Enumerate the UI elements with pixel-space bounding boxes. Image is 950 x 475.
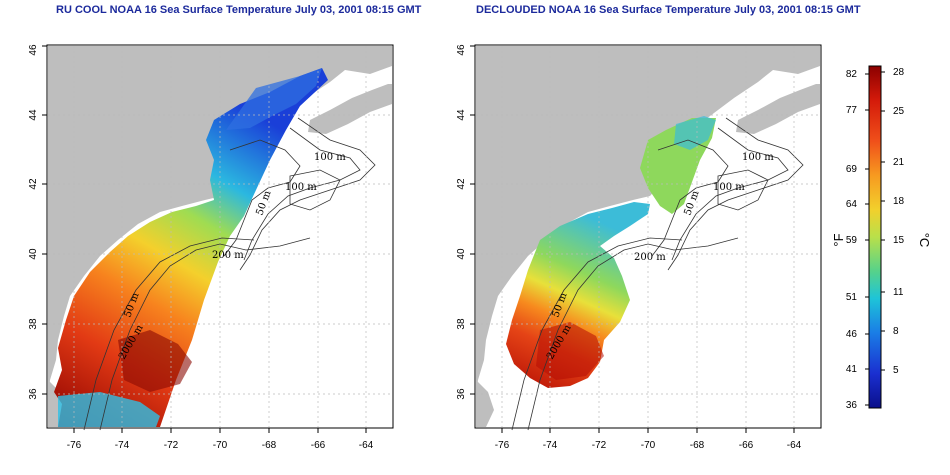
left-y-tick: 46 [28, 44, 39, 56]
colorbar-c-label: 8 [893, 326, 899, 337]
right-map-title: DECLOUDED NOAA 16 Sea Surface Temperatur… [476, 4, 861, 16]
right-map-x-axis: -76 -74 -72 -70 -68 -66 -64 [495, 428, 802, 451]
right-contour-label-4: 200 m [634, 252, 666, 263]
colorbar-gradient [868, 65, 882, 409]
right-x-tick: -66 [739, 440, 754, 451]
right-x-tick: -72 [592, 440, 607, 451]
left-map-sst-field [54, 68, 328, 427]
left-map-sst-south-cool [58, 392, 160, 427]
left-x-tick: -66 [311, 440, 326, 451]
colorbar-f-label: 64 [846, 199, 858, 210]
right-map-nova-scotia [736, 84, 820, 134]
right-map-y-axis: 36 38 40 42 44 46 [456, 44, 475, 400]
left-map-contours [83, 117, 376, 431]
left-x-tick: -70 [213, 440, 228, 451]
right-map-sst-warm-core [536, 322, 604, 380]
colorbar-f-label: 69 [846, 164, 858, 175]
colorbar-f-label: 51 [846, 292, 858, 303]
right-y-tick: 38 [456, 318, 467, 330]
left-map: 100 m 100 m 50 m 200 m 50 m 2000 m -76 -… [28, 44, 394, 451]
colorbar-c-label: 21 [893, 157, 905, 168]
right-y-tick: 46 [456, 44, 467, 56]
colorbar-c-label: 28 [893, 67, 905, 78]
colorbar-c-label: 11 [893, 287, 904, 298]
left-x-tick: -68 [262, 440, 277, 451]
right-map-land [476, 46, 820, 400]
colorbar-f-label: 41 [846, 364, 858, 375]
colorbar-f-label: 36 [846, 400, 858, 411]
right-contour-label-1: 100 m [742, 152, 774, 163]
right-y-tick: 40 [456, 248, 467, 260]
right-map: 100 m 100 m 50 m 200 m 50 m 2000 m -76 -… [456, 44, 822, 451]
left-x-tick: -64 [359, 440, 374, 451]
left-map-nova-scotia [308, 84, 392, 134]
right-y-tick: 44 [456, 109, 467, 121]
left-contour-label-4: 200 m [212, 250, 244, 261]
right-map-coast-lower [476, 380, 494, 427]
right-map-grid [476, 46, 820, 427]
left-map-land [48, 46, 392, 400]
right-x-tick: -64 [787, 440, 802, 451]
colorbar-c-label: 25 [893, 106, 905, 117]
colorbar-f-label: 59 [846, 235, 858, 246]
right-contour-label-2: 100 m [713, 182, 745, 193]
colorbar-f-label: 82 [846, 69, 858, 80]
left-contour-label-1: 100 m [314, 152, 346, 163]
left-map-title: RU COOL NOAA 16 Sea Surface Temperature … [56, 4, 422, 16]
colorbar-c-label: 15 [893, 235, 905, 246]
colorbar-celsius-scale: 28 25 21 18 15 11 8 5 °C [881, 67, 932, 376]
left-y-tick: 36 [28, 388, 39, 400]
left-x-tick: -72 [164, 440, 179, 451]
colorbar-f-label: 77 [846, 105, 858, 116]
left-x-tick: -76 [67, 440, 82, 451]
colorbar-celsius-unit: °C [917, 233, 932, 248]
left-contour-label-2: 100 m [285, 182, 317, 193]
right-x-tick: -70 [641, 440, 656, 451]
colorbar-fahrenheit-unit: °F [831, 233, 846, 246]
left-map-y-axis: 36 38 40 42 44 46 [28, 44, 47, 400]
right-x-tick: -74 [543, 440, 558, 451]
left-map-x-axis: -76 -74 -72 -70 -68 -66 -64 [67, 428, 374, 451]
left-map-sst-cool-band [226, 68, 322, 130]
right-x-tick: -68 [690, 440, 705, 451]
left-y-tick: 44 [28, 109, 39, 121]
colorbar-fahrenheit-scale: 82 77 69 64 59 51 46 41 36 °F [831, 69, 869, 411]
left-map-grid [48, 46, 392, 427]
right-x-tick: -76 [495, 440, 510, 451]
colorbar: 82 77 69 64 59 51 46 41 36 °F 28 25 21 1… [831, 65, 932, 411]
left-x-tick: -74 [115, 440, 130, 451]
colorbar-c-label: 5 [893, 365, 899, 376]
colorbar-f-label: 46 [846, 329, 858, 340]
left-map-sst-warm-core [118, 330, 192, 392]
left-y-tick: 38 [28, 318, 39, 330]
right-y-tick: 36 [456, 388, 467, 400]
colorbar-c-label: 18 [893, 196, 905, 207]
right-y-tick: 42 [456, 178, 467, 190]
left-y-tick: 40 [28, 248, 39, 260]
left-y-tick: 42 [28, 178, 39, 190]
